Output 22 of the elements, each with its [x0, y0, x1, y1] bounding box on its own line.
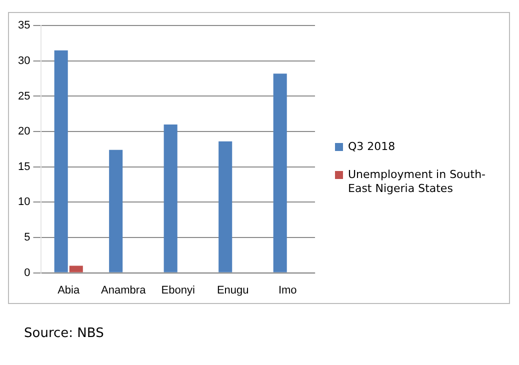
legend-label: Unemployment in South-East Nigeria States [348, 168, 487, 196]
bar [273, 74, 287, 272]
x-tick-label: Enugu [216, 284, 249, 296]
x-tick-label: Imo [278, 284, 297, 296]
bar [54, 50, 68, 272]
y-tick-label: 10 [18, 196, 30, 208]
source-note: Source: NBS [24, 326, 104, 341]
x-tick-label: Ebonyi [161, 284, 195, 296]
x-tick-label: Abia [58, 284, 80, 296]
bar [109, 150, 123, 272]
y-tick-label: 35 [18, 20, 30, 32]
bar [69, 266, 83, 272]
y-tick-label: 0 [24, 266, 30, 279]
y-tick-label: 15 [18, 160, 30, 173]
legend-label: Q3 2018 [348, 140, 396, 154]
x-tick-label: Anambra [101, 284, 147, 296]
bar [164, 124, 178, 272]
y-tick-label: 25 [18, 90, 30, 102]
y-tick-label: 20 [18, 126, 30, 138]
y-tick-label: 30 [18, 54, 30, 67]
y-tick-label: 5 [24, 232, 30, 244]
bar [218, 141, 232, 272]
